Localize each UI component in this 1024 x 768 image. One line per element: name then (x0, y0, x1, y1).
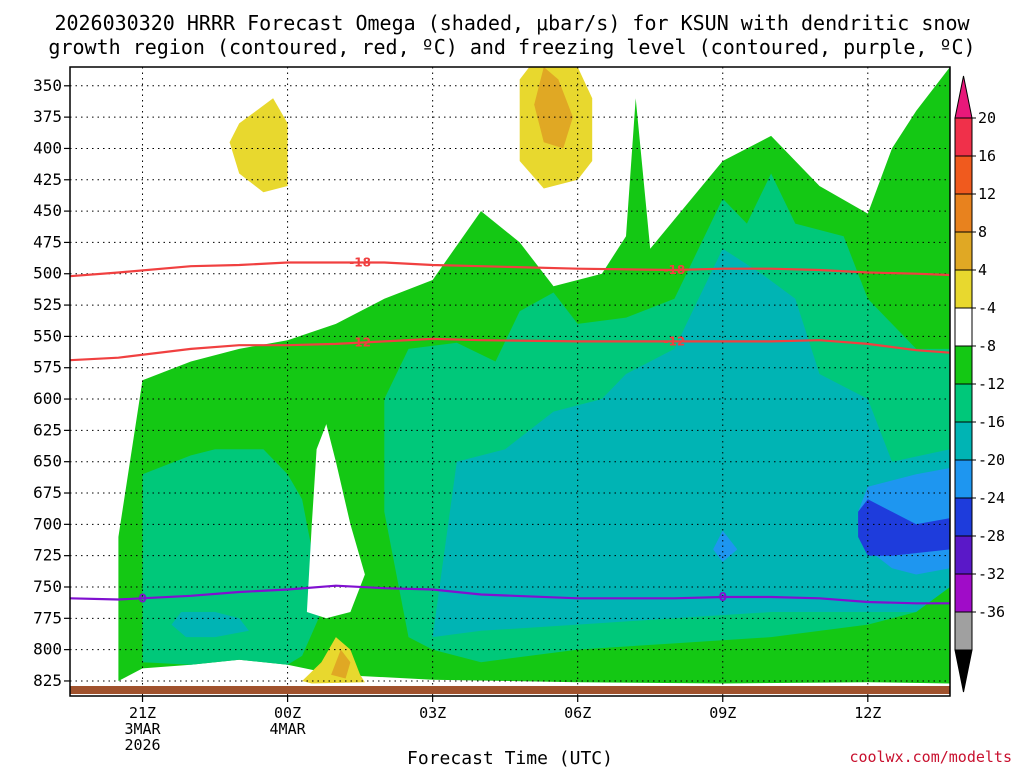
y-tick-label-19: 825 (33, 671, 62, 690)
x-tick-label-0-0: 21Z (129, 704, 156, 722)
ground-strip (70, 686, 950, 694)
colorbar-segment-13 (954, 611, 973, 651)
colorbar: 20 16 12 8 4 -4 -8 -12 -16 -20 -24 -28 -32 -36 (954, 75, 1005, 693)
colorbar-label-4: 4 (978, 261, 987, 279)
colorbar-segment-9 (954, 459, 973, 499)
colorbar-segment-3 (954, 231, 973, 271)
x-tick-label-0-1: 3MAR (124, 720, 161, 738)
colorbar-segment-8 (954, 421, 973, 461)
colorbar-segment-11 (954, 535, 973, 575)
omega-region-10 (534, 67, 573, 149)
colorbar-label-1: 16 (978, 147, 996, 165)
y-tick-label-9: 575 (33, 358, 62, 377)
colorbar-segment-2 (954, 193, 973, 233)
x-tick-label-2-0: 03Z (419, 704, 446, 722)
omega-region-12 (331, 649, 351, 679)
y-tick-label-2: 400 (33, 138, 62, 157)
credit-text: coolwx.com/modelts (849, 748, 1012, 766)
y-tick-label-4: 450 (33, 201, 62, 220)
y-tick-label-6: 500 (33, 264, 62, 283)
colorbar-label-7: -12 (978, 375, 1005, 393)
x-tick-label-1-0: 00Z (274, 704, 301, 722)
y-tick-label-8: 550 (33, 326, 62, 345)
y-tick-label-3: 425 (33, 170, 62, 189)
x-tick-label-4-0: 09Z (709, 704, 736, 722)
omega-region-8 (229, 98, 288, 193)
colorbar-label-6: -8 (978, 337, 996, 355)
colorbar-label-11: -28 (978, 527, 1005, 545)
colorbar-label-8: -16 (978, 413, 1005, 431)
y-tick-label-16: 750 (33, 577, 62, 596)
colorbar-label-2: 12 (978, 185, 996, 203)
y-tick-label-11: 625 (33, 420, 62, 439)
colorbar-label-3: 8 (978, 223, 987, 241)
y-tick-label-13: 675 (33, 483, 62, 502)
y-tick-label-1: 375 (33, 107, 62, 126)
omega-region-6 (713, 530, 738, 562)
colorbar-top-arrow (954, 75, 973, 119)
isotherm-line-1 (69, 337, 951, 362)
colorbar-segment-0 (954, 117, 973, 157)
isotherm-label-1-1: -12 (664, 334, 686, 348)
omega-region-7 (858, 499, 950, 556)
y-tick-label-12: 650 (33, 452, 62, 471)
omega-region-11 (302, 637, 365, 684)
y-tick-label-17: 775 (33, 608, 62, 627)
isotherm-label-2-0: 0 (138, 591, 146, 605)
y-tick-label-5: 475 (33, 232, 62, 251)
colorbar-segment-7 (954, 383, 973, 423)
colorbar-segment-5 (954, 307, 973, 347)
colorbar-label-10: -24 (978, 489, 1005, 507)
y-tick-label-7: 525 (33, 295, 62, 314)
x-tick-label-3-0: 06Z (564, 704, 591, 722)
isotherm-contours: -18 -18 -12 -12 0 0 (69, 255, 951, 605)
omega-region-1 (142, 449, 322, 665)
colorbar-segment-12 (954, 573, 973, 613)
isotherm-label-1-0: -12 (349, 336, 371, 350)
isotherm-line-2 (69, 584, 950, 605)
colorbar-label-13: -36 (978, 603, 1005, 621)
colorbar-segment-4 (954, 269, 973, 309)
omega-region-13 (306, 424, 365, 619)
y-axis: 350 375 400 425 450 475 500 525 550 575 600 625 650 6… (33, 76, 70, 690)
colorbar-label-0: 20 (978, 109, 996, 127)
omega-region-3 (432, 248, 951, 638)
x-tick-label-5-0: 12Z (854, 704, 881, 722)
isotherm-line-0 (69, 261, 951, 278)
colorbar-label-9: -20 (978, 451, 1005, 469)
x-axis-label: Forecast Time (UTC) (407, 748, 613, 768)
colorbar-label-5: -4 (978, 299, 996, 317)
omega-shading (118, 67, 951, 684)
plot-frame (69, 66, 951, 697)
colorbar-label-12: -32 (978, 565, 1005, 583)
y-tick-label-18: 800 (33, 640, 62, 659)
chart-title-line-2: growth region (contoured, red, ºC) and f… (48, 35, 975, 59)
grid-lines (70, 67, 950, 696)
isotherm-label-0-1: -18 (664, 263, 686, 277)
colorbar-segment-6 (954, 345, 973, 385)
colorbar-segment-10 (954, 497, 973, 537)
isotherm-label-2-1: 0 (719, 590, 727, 604)
plot-area: -18 -18 -12 -12 0 0 (69, 66, 951, 697)
y-tick-label-15: 725 (33, 546, 62, 565)
y-tick-label-10: 600 (33, 389, 62, 408)
colorbar-segment-1 (954, 155, 973, 195)
chart-title-line-1: 2026030320 HRRR Forecast Omega (shaded, … (54, 11, 970, 35)
colorbar-bottom-arrow (954, 649, 973, 693)
isotherm-label-0-0: -18 (349, 255, 371, 269)
x-tick-label-0-2: 2026 (124, 736, 160, 754)
y-tick-label-14: 700 (33, 514, 62, 533)
x-tick-label-1-1: 4MAR (270, 720, 307, 738)
y-tick-label-0: 350 (33, 76, 62, 95)
